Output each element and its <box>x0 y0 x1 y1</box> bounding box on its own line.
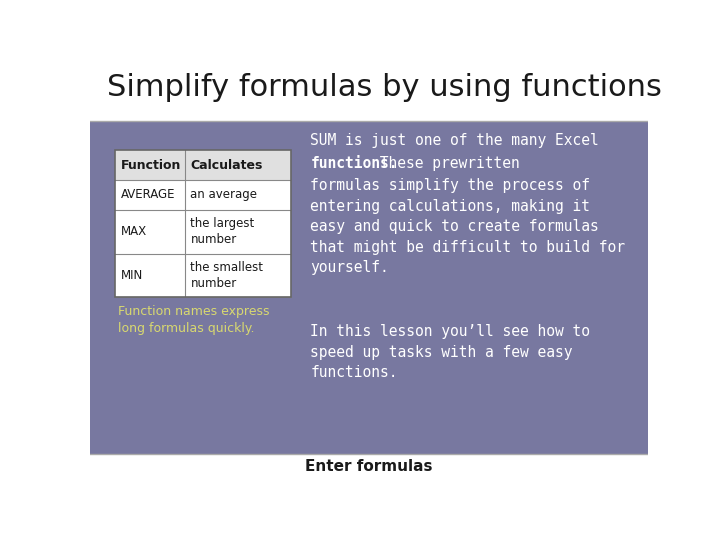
Text: Calculates: Calculates <box>190 159 263 172</box>
Text: Simplify formulas by using functions: Simplify formulas by using functions <box>107 73 662 102</box>
Bar <box>115 150 291 297</box>
Text: the largest
number: the largest number <box>190 217 255 246</box>
Bar <box>115 150 291 297</box>
Text: Enter formulas: Enter formulas <box>305 460 433 474</box>
Text: formulas simplify the process of
entering calculations, making it
easy and quick: formulas simplify the process of enterin… <box>310 178 626 275</box>
Text: SUM is just one of the many Excel: SUM is just one of the many Excel <box>310 133 599 148</box>
Text: MIN: MIN <box>121 269 143 282</box>
Text: AVERAGE: AVERAGE <box>121 188 175 201</box>
Text: the smallest
number: the smallest number <box>190 261 264 290</box>
Bar <box>115 150 291 180</box>
FancyBboxPatch shape <box>90 121 648 454</box>
Text: Function names express
long formulas quickly.: Function names express long formulas qui… <box>118 305 269 335</box>
Text: functions.: functions. <box>310 156 398 171</box>
Text: In this lesson you’ll see how to
speed up tasks with a few easy
functions.: In this lesson you’ll see how to speed u… <box>310 324 590 380</box>
Text: an average: an average <box>190 188 258 201</box>
Text: MAX: MAX <box>121 225 147 238</box>
Text: These prewritten: These prewritten <box>371 156 519 171</box>
Text: Function: Function <box>121 159 181 172</box>
FancyBboxPatch shape <box>90 454 648 481</box>
FancyBboxPatch shape <box>90 65 648 121</box>
